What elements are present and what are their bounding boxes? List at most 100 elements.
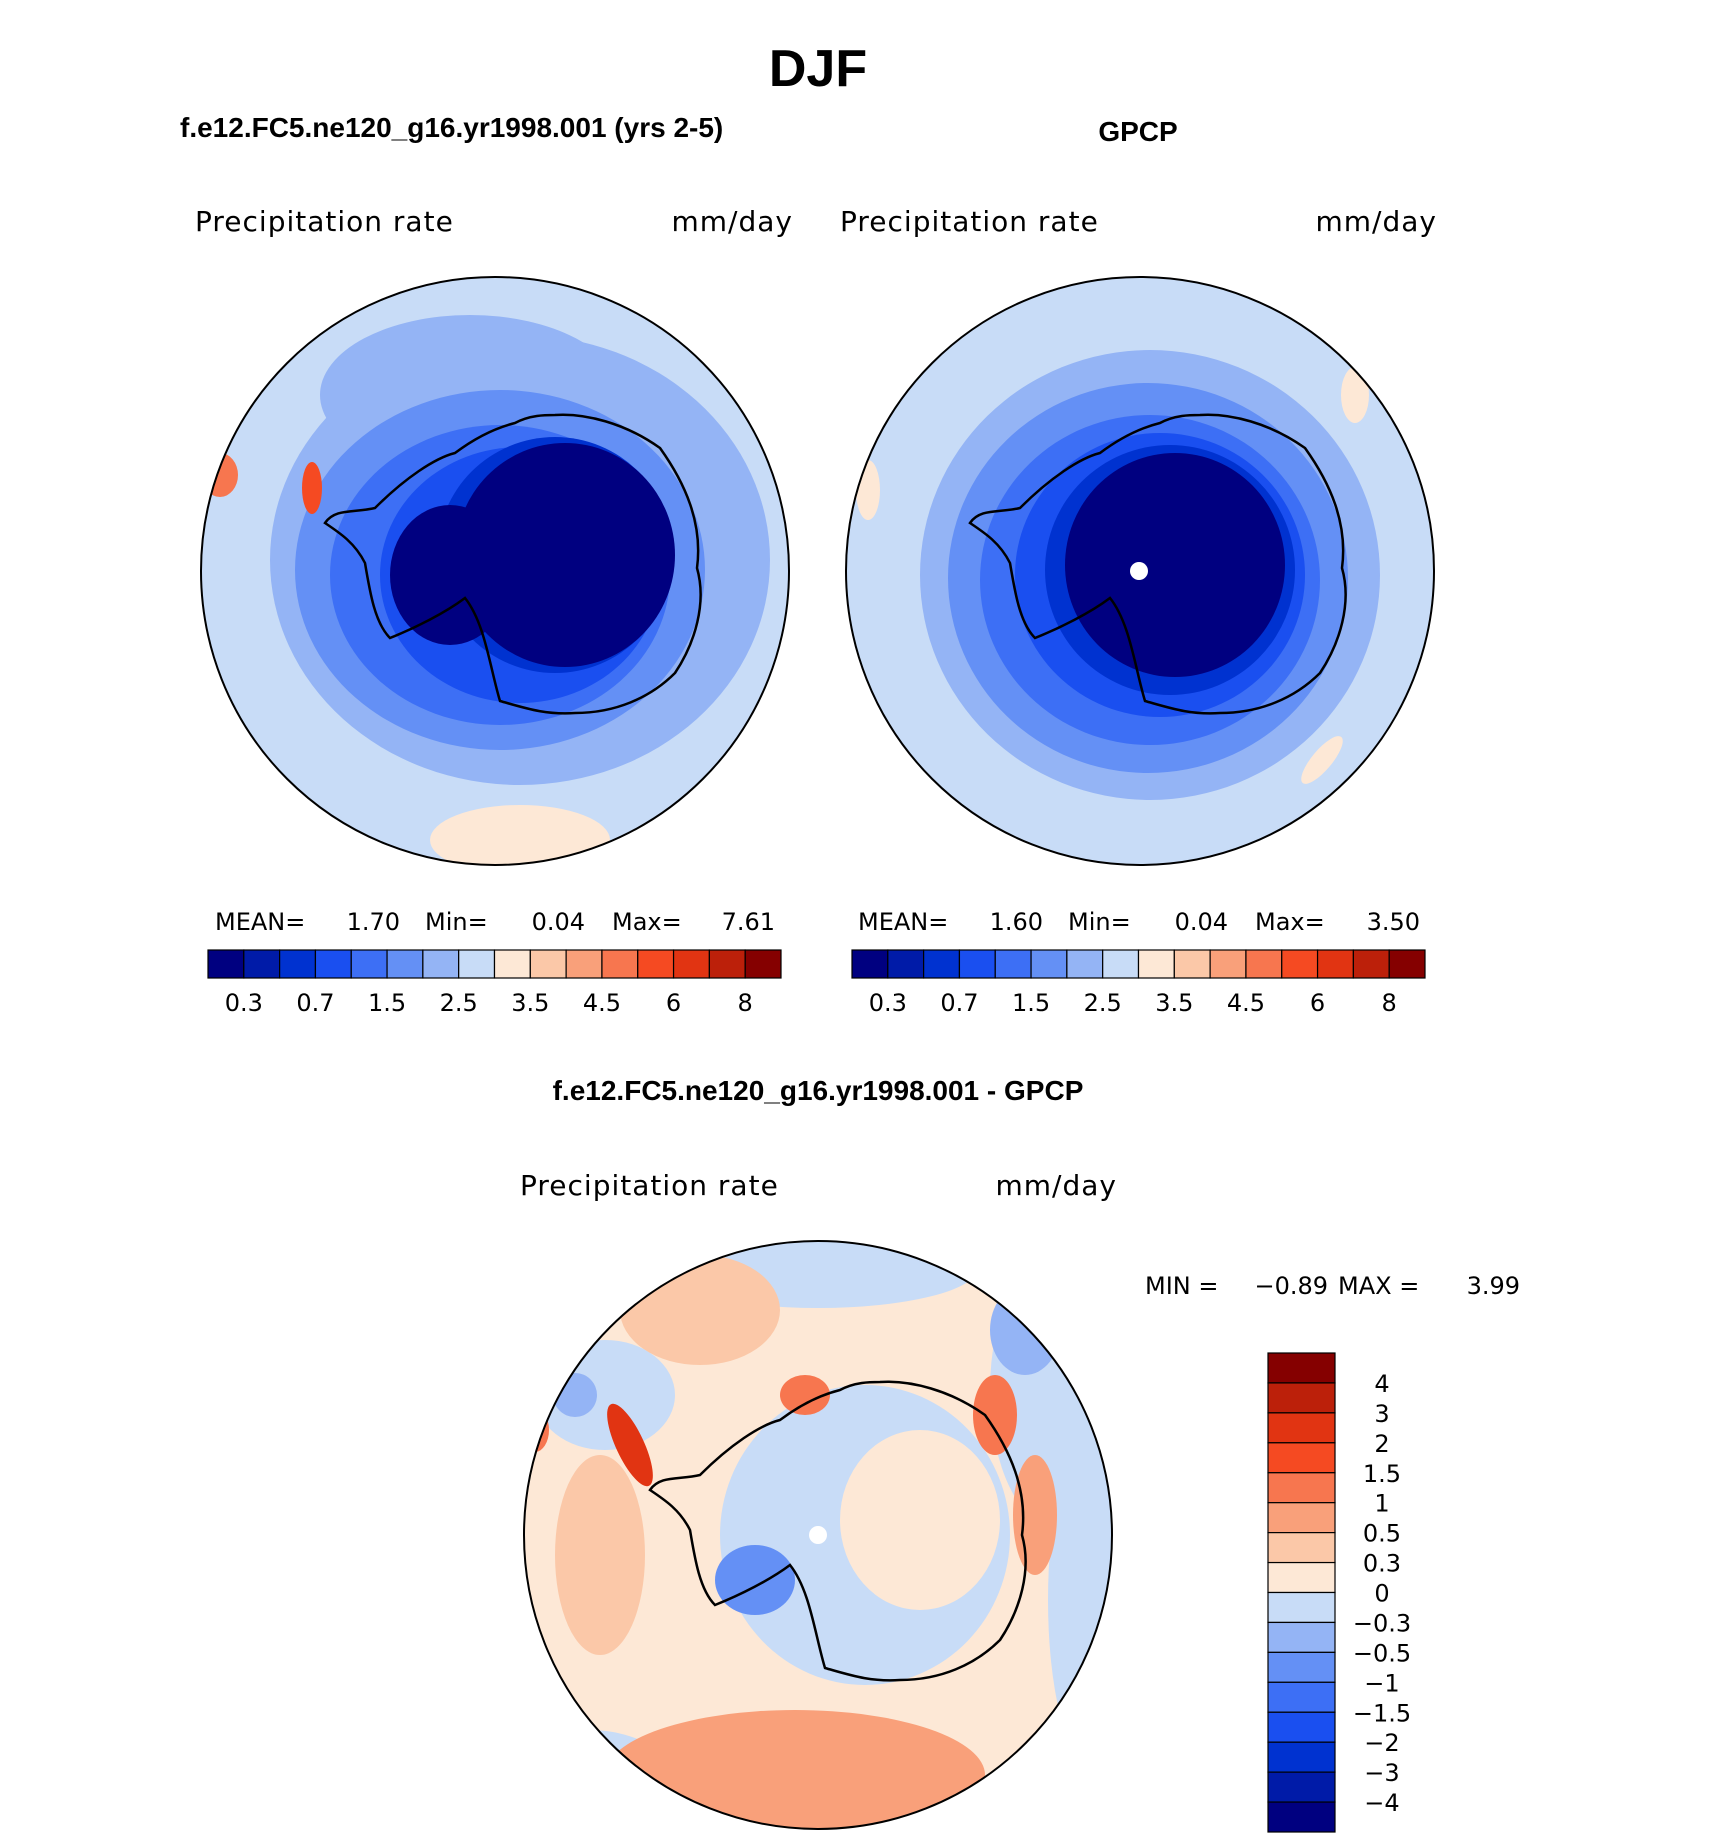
model-colorbar-box <box>243 949 281 979</box>
obs-colorbar-box <box>1281 949 1319 979</box>
obs-colorbar-label: 4.5 <box>1227 989 1265 1017</box>
model-colorbar-label: 4.5 <box>583 989 621 1017</box>
obs-pole-marker <box>1130 562 1148 580</box>
model-colorbar-label: 6 <box>666 989 681 1017</box>
panel-obs: GPCP Precipitation rate mm/day MEAN= 1.6… <box>840 116 1438 1017</box>
diff-colorbar-label: −0.3 <box>1353 1609 1411 1637</box>
obs-colorbar-box <box>1137 949 1175 979</box>
obs-colorbar-box <box>1066 949 1104 979</box>
model-colorbar-label: 0.3 <box>225 989 263 1017</box>
obs-colorbar: 0.3 0.7 1.5 2.5 3.5 4.5 6 8 <box>851 949 1426 1017</box>
model-mean-label: MEAN= <box>215 908 305 936</box>
model-units: mm/day <box>672 205 794 238</box>
obs-colorbar-box <box>923 949 961 979</box>
obs-map-border <box>845 276 1435 866</box>
diff-colorbar-box <box>1267 1502 1336 1534</box>
diff-colorbar-box <box>1267 1741 1336 1773</box>
model-colorbar-label: 0.7 <box>296 989 334 1017</box>
obs-max-value: 3.50 <box>1367 908 1420 936</box>
diff-units: mm/day <box>996 1169 1118 1202</box>
figure-title: DJF <box>769 40 867 98</box>
diff-colorbar-box <box>1267 1651 1336 1683</box>
model-colorbar: 0.3 0.7 1.5 2.5 3.5 4.5 6 8 <box>207 949 782 1017</box>
obs-max-label: Max= <box>1255 908 1325 936</box>
diff-colorbar-label: 1.5 <box>1363 1460 1401 1488</box>
diff-colorbar-label: 0.3 <box>1363 1550 1401 1578</box>
obs-case-title: GPCP <box>1098 116 1177 147</box>
obs-colorbar-label: 0.3 <box>869 989 907 1017</box>
obs-colorbar-box <box>1352 949 1390 979</box>
model-colorbar-label: 2.5 <box>440 989 478 1017</box>
obs-colorbar-label: 8 <box>1382 989 1397 1017</box>
diff-stats: MIN = −0.89 MAX = 3.99 <box>1145 1272 1520 1300</box>
model-min-label: Min= <box>425 908 488 936</box>
diff-colorbar-label: −3 <box>1364 1759 1399 1787</box>
diff-colorbar-label: 0 <box>1374 1580 1389 1608</box>
diff-colorbar-label: 2 <box>1374 1430 1389 1458</box>
model-colorbar-box <box>744 949 782 979</box>
diff-colorbar-label: −2 <box>1364 1729 1399 1757</box>
obs-colorbar-box <box>851 949 889 979</box>
obs-colorbar-label: 0.7 <box>940 989 978 1017</box>
diff-colorbar-label: 1 <box>1374 1490 1389 1518</box>
model-min-value: 0.04 <box>532 908 585 936</box>
obs-colorbar-box <box>1316 949 1354 979</box>
obs-colorbar-box <box>1030 949 1068 979</box>
diff-min-value: −0.89 <box>1254 1272 1328 1300</box>
model-colorbar-box <box>529 949 567 979</box>
diff-colorbar-box <box>1267 1681 1336 1713</box>
diff-pole-marker <box>809 1526 827 1544</box>
diff-max-value: 3.99 <box>1467 1272 1520 1300</box>
obs-colorbar-box <box>887 949 925 979</box>
model-colorbar-label: 1.5 <box>368 989 406 1017</box>
diff-colorbar-box <box>1267 1352 1336 1384</box>
diff-colorbar-box <box>1267 1711 1336 1743</box>
diff-colorbar-box <box>1267 1382 1336 1414</box>
diff-colorbar-label: 3 <box>1374 1400 1389 1428</box>
model-colorbar-label: 3.5 <box>511 989 549 1017</box>
model-colorbar-box <box>458 949 496 979</box>
obs-colorbar-box <box>994 949 1032 979</box>
model-max-label: Max= <box>612 908 682 936</box>
model-colorbar-box <box>565 949 603 979</box>
diff-map-border <box>523 1240 1113 1830</box>
panel-model: f.e12.FC5.ne120_g16.yr1998.001 (yrs 2-5)… <box>180 112 794 1017</box>
model-colorbar-box <box>493 949 531 979</box>
diff-colorbar-label: 0.5 <box>1363 1520 1401 1548</box>
panel-diff: f.e12.FC5.ne120_g16.yr1998.001 - GPCP Pr… <box>520 1075 1520 1833</box>
diff-colorbar-label: −1.5 <box>1353 1699 1411 1727</box>
model-colorbar-box <box>422 949 460 979</box>
obs-colorbar-label: 6 <box>1310 989 1325 1017</box>
model-colorbar-box <box>386 949 424 979</box>
diff-colorbar-box <box>1267 1532 1336 1564</box>
diff-colorbar-box <box>1267 1442 1336 1474</box>
model-map <box>201 277 789 865</box>
diff-colorbar-label: −0.5 <box>1353 1639 1411 1667</box>
model-colorbar-label: 8 <box>738 989 753 1017</box>
obs-mean-value: 1.60 <box>990 908 1043 936</box>
diff-colorbar-box <box>1267 1412 1336 1444</box>
model-colorbar-box <box>314 949 352 979</box>
obs-field-label: Precipitation rate <box>840 205 1099 238</box>
model-colorbar-box <box>637 949 675 979</box>
obs-units: mm/day <box>1316 205 1438 238</box>
model-field-label: Precipitation rate <box>195 205 454 238</box>
model-colorbar-box <box>207 949 245 979</box>
obs-mean-label: MEAN= <box>858 908 948 936</box>
obs-map <box>846 277 1434 865</box>
obs-min-label: Min= <box>1068 908 1131 936</box>
model-case-title: f.e12.FC5.ne120_g16.yr1998.001 (yrs 2-5) <box>180 112 723 143</box>
model-max-value: 7.61 <box>722 908 775 936</box>
obs-colorbar-box <box>1388 949 1426 979</box>
diff-colorbar-box <box>1267 1561 1336 1594</box>
model-colorbar-box <box>672 949 710 979</box>
obs-colorbar-label: 3.5 <box>1155 989 1193 1017</box>
model-colorbar-box <box>350 949 388 979</box>
diff-field-label: Precipitation rate <box>520 1169 779 1202</box>
diff-colorbar-box <box>1267 1472 1336 1504</box>
model-colorbar-box <box>279 949 317 979</box>
diff-colorbar-box <box>1267 1621 1336 1653</box>
obs-colorbar-box <box>1173 949 1211 979</box>
